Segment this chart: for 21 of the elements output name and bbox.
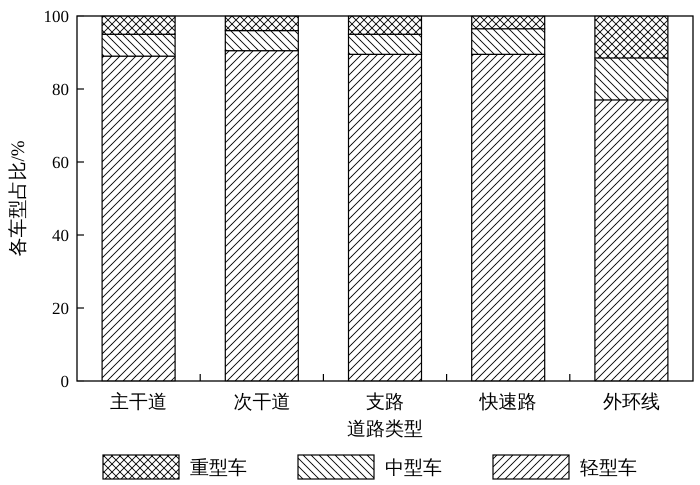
bar xyxy=(102,34,176,57)
bar xyxy=(594,57,668,101)
x-tick-label: 快速路 xyxy=(478,392,537,413)
x-tick-label: 外环线 xyxy=(602,392,660,413)
x-tick-label: 次干道 xyxy=(233,392,290,413)
bar xyxy=(224,30,299,52)
y-tick-label: 60 xyxy=(52,153,69,172)
y-tick-label: 100 xyxy=(44,7,69,26)
y-tick-label: 40 xyxy=(52,226,69,245)
y-axis-title: 各车型占比/% xyxy=(8,140,29,257)
y-tick-label: 20 xyxy=(52,299,69,318)
x-tick-label: 支路 xyxy=(366,392,404,413)
legend-label: 重型车 xyxy=(190,458,247,479)
bar xyxy=(348,34,422,55)
x-axis-title: 道路类型 xyxy=(347,419,423,440)
y-tick-label: 0 xyxy=(60,372,69,391)
legend-label: 轻型车 xyxy=(580,458,637,479)
legend-label: 中型车 xyxy=(385,458,442,479)
y-tick-label: 80 xyxy=(52,80,69,99)
x-tick-label: 主干道 xyxy=(110,391,168,413)
bar xyxy=(471,28,546,55)
